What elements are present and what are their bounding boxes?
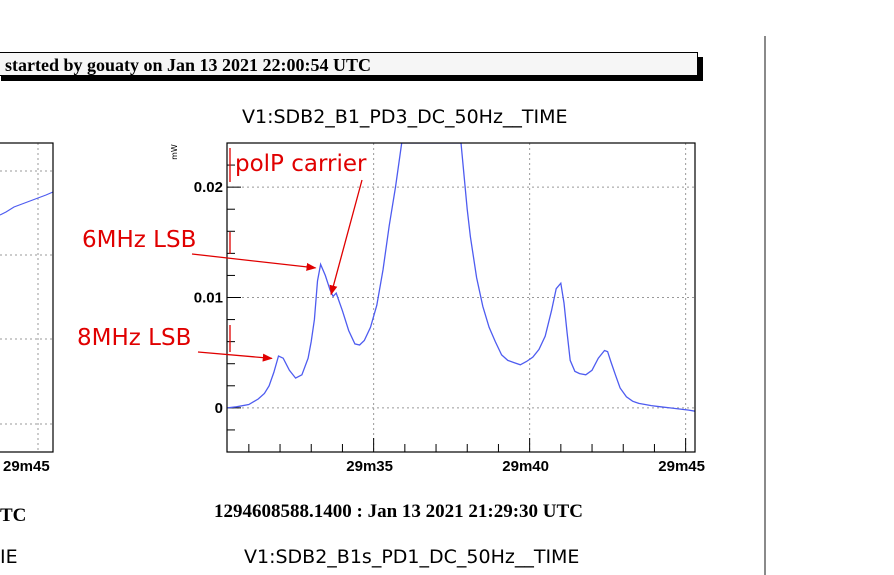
run-info-banner: started by gouaty on Jan 13 2021 22:00:5… xyxy=(0,52,698,76)
series-trace xyxy=(227,143,695,412)
chart-timestamp: 1294608588.1400 : Jan 13 2021 21:29:30 U… xyxy=(214,501,583,522)
y-tick-label: 0.02 xyxy=(194,179,223,196)
left-chart-timestamp-fragment: TC xyxy=(0,505,27,526)
left-chart-frame xyxy=(0,142,54,453)
annotation-label: polP carrier xyxy=(235,151,367,177)
banner-text: started by gouaty on Jan 13 2021 22:00:5… xyxy=(5,55,372,75)
annotation-arrow xyxy=(197,351,273,362)
left-chart-tick-label: 29m45 xyxy=(3,458,50,475)
annotation-label: 6MHz LSB xyxy=(82,227,196,253)
next-chart-title: V1:SDB2_B1s_PD1_DC_50Hz__TIME xyxy=(244,546,580,568)
x-tick-label: 29m40 xyxy=(502,458,549,475)
y-axis-label: mW xyxy=(170,144,179,160)
x-tick-label: 29m35 xyxy=(346,458,393,475)
annotation-label: 8MHz LSB xyxy=(77,325,191,351)
left-chart-trace xyxy=(0,191,54,216)
panel-divider xyxy=(764,36,766,575)
chart-title: V1:SDB2_B1_PD3_DC_50Hz__TIME xyxy=(242,106,568,128)
left-chart-title-fragment: IE xyxy=(0,546,18,568)
y-tick-label: 0 xyxy=(215,400,223,417)
annotation-arrow xyxy=(329,179,363,296)
y-tick-label: 0.01 xyxy=(194,290,223,307)
x-tick-label: 29m45 xyxy=(658,458,705,475)
annotation-arrow xyxy=(191,253,317,271)
plot-frame xyxy=(226,142,696,453)
